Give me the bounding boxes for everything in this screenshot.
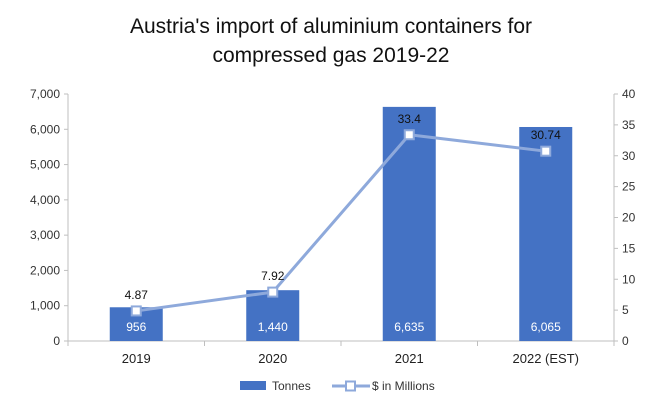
y-right-tick-label: 20 [622,211,636,225]
y-left-tick-label: 6,000 [30,122,60,136]
chart-title-line-2: compressed gas 2019-22 [212,44,450,67]
chart-title: Austria's import of aluminium containers… [0,12,662,70]
y-left-tick-label: 2,000 [30,263,60,277]
x-category-label: 2021 [395,351,424,366]
y-right-tick-label: 40 [622,87,636,101]
y-right-tick-label: 10 [622,272,636,286]
bar-value-label: 1,440 [258,320,288,334]
y-right-tick-label: 5 [622,303,629,317]
y-left-tick-label: 3,000 [30,228,60,242]
line-value-label: 30.74 [531,128,561,142]
legend-label-tonnes: Tonnes [272,379,311,393]
y-right-tick-label: 25 [622,180,636,194]
line-point-marker [540,145,552,157]
legend-swatch-tonnes [240,381,266,390]
line-point-marker [403,129,415,141]
line-usd-millions [136,133,546,313]
y-right-tick-label: 30 [622,149,636,163]
line-value-label: 33.4 [398,112,422,126]
line-point-marker [267,286,279,298]
x-category-label: 2022 (EST) [513,351,579,366]
legend-label-usd: $ in Millions [372,379,435,393]
bar-tonnes [382,106,436,341]
y-left-tick-label: 7,000 [30,87,60,101]
x-category-label: 2020 [258,351,287,366]
y-right-tick-label: 0 [622,334,629,348]
bar-value-label: 6,635 [394,320,424,334]
line-value-label: 4.87 [125,288,149,302]
y-left-tick-label: 5,000 [30,158,60,172]
bar-value-label: 956 [126,320,146,334]
bar-tonnes [519,126,573,341]
y-right-tick-label: 15 [622,241,636,255]
y-left-tick-label: 0 [53,334,60,348]
x-category-label: 2019 [122,351,151,366]
y-left-tick-label: 4,000 [30,193,60,207]
y-right-tick-label: 35 [622,118,636,132]
bar-tonnes [246,290,300,341]
y-left-tick-label: 1,000 [30,299,60,313]
legend-swatch-marker [345,380,356,392]
bar-value-label: 6,065 [531,320,561,334]
chart-title-line-1: Austria's import of aluminium containers… [130,15,532,38]
line-point-marker [130,305,142,317]
line-value-label: 7.92 [261,269,285,283]
